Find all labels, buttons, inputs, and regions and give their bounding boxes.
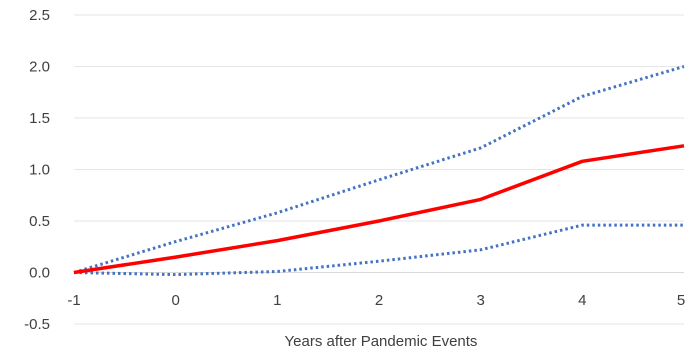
- y-tick-label: 1.0: [29, 162, 50, 179]
- y-tick-label: 2.5: [29, 7, 50, 24]
- x-tick-label: 2: [375, 292, 383, 309]
- y-axis-tick-labels: -0.5 0.0 0.5 1.0 1.5 2.0 2.5: [24, 7, 50, 333]
- y-tick-label: 2.0: [29, 59, 50, 76]
- series-lines: [73, 65, 685, 277]
- y-tick-label: -0.5: [24, 316, 50, 333]
- estimate-line: [73, 144, 685, 275]
- x-tick-label: 4: [578, 292, 586, 309]
- x-tick-label: 1: [273, 292, 281, 309]
- lower-bound-dotted-line: [73, 223, 684, 277]
- gridlines: [74, 14, 684, 325]
- x-tick-label: -1: [67, 292, 80, 309]
- x-axis-tick-labels: -1 0 1 2 3 4 5: [67, 292, 685, 309]
- x-tick-label: 5: [677, 292, 685, 309]
- x-tick-label: 3: [476, 292, 484, 309]
- y-tick-label: 0.5: [29, 213, 50, 230]
- y-tick-label: 1.5: [29, 110, 50, 127]
- y-tick-label: 0.0: [29, 265, 50, 282]
- x-tick-label: 0: [171, 292, 179, 309]
- x-axis-title: Years after Pandemic Events: [285, 333, 478, 350]
- upper-bound-dotted-line: [73, 65, 685, 274]
